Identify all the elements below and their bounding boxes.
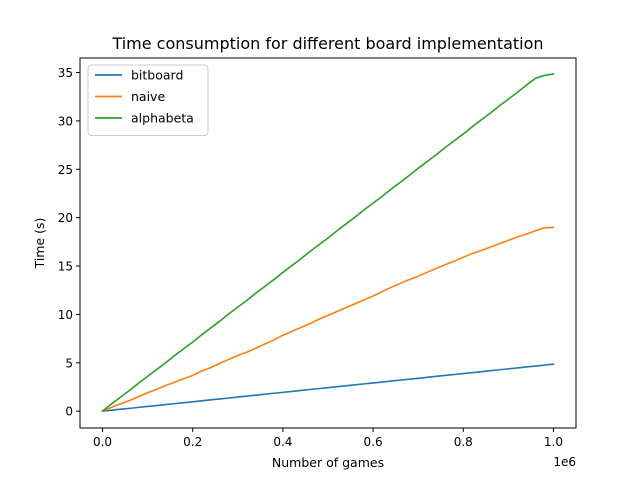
chart-title: Time consumption for different board imp… xyxy=(111,34,543,53)
x-tick-label: 1.0 xyxy=(544,435,563,449)
legend-label-bitboard: bitboard xyxy=(131,68,183,83)
legend-label-naive: naive xyxy=(131,89,165,104)
y-tick-label: 10 xyxy=(58,308,73,322)
y-tick-label: 15 xyxy=(58,260,73,274)
series-layer xyxy=(101,73,555,413)
x-axis-offset-label: 1e6 xyxy=(553,455,576,469)
y-tick-label: 20 xyxy=(58,211,73,225)
x-tick-label: 0.2 xyxy=(183,435,202,449)
x-axis-label: Number of games xyxy=(272,455,384,470)
legend: bitboard naive alphabeta xyxy=(87,64,209,136)
legend-label-alphabeta: alphabeta xyxy=(131,111,194,126)
y-tick-label: 35 xyxy=(58,66,73,80)
x-tick-label: 0.8 xyxy=(454,435,473,449)
y-axis-label: Time (s) xyxy=(32,218,47,270)
x-tick-label: 0.0 xyxy=(93,435,112,449)
x-axis-ticks: 0.0 0.2 0.4 0.6 0.8 1.0 xyxy=(93,428,563,449)
x-tick-label: 0.4 xyxy=(273,435,292,449)
series-line-naive xyxy=(101,226,555,413)
series-line-alphabeta xyxy=(101,73,555,413)
x-tick-label: 0.6 xyxy=(364,435,383,449)
y-tick-label: 30 xyxy=(58,114,73,128)
y-tick-label: 25 xyxy=(58,163,73,177)
axes-frame xyxy=(79,57,577,429)
y-tick-label: 5 xyxy=(65,356,73,370)
series-line-bitboard xyxy=(101,363,555,413)
y-tick-label: 0 xyxy=(65,405,73,419)
y-axis-ticks: 0 5 10 15 20 25 30 35 xyxy=(58,66,80,419)
